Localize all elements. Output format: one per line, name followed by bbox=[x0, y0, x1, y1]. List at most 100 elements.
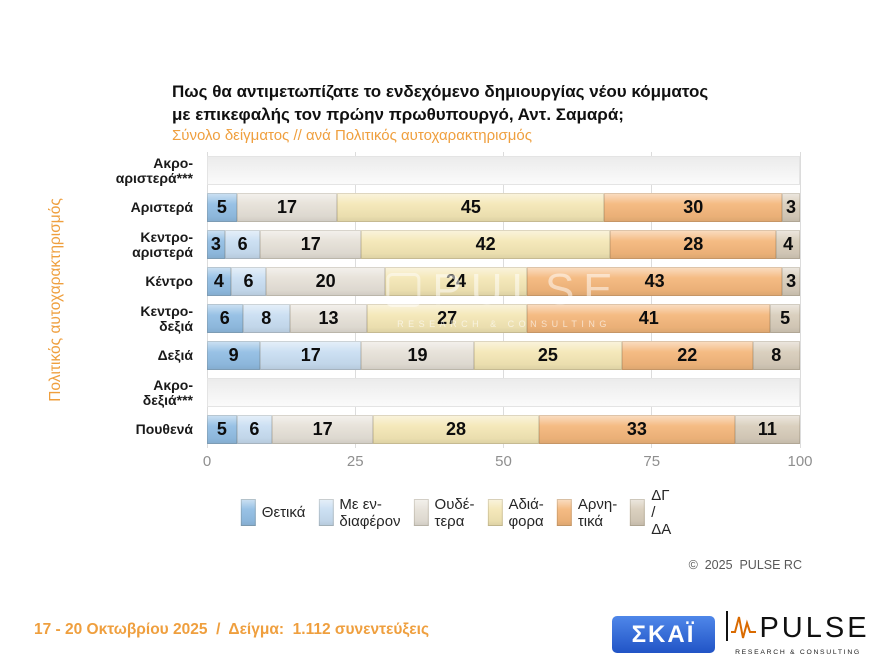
legend-swatch-negative bbox=[556, 499, 572, 526]
legend-item-neutral: Ουδέ- τερα bbox=[413, 495, 475, 530]
pulse-wordmark: PULSE bbox=[759, 612, 870, 644]
bar-segment-dk: 11 bbox=[734, 415, 800, 444]
chart-title: Πως θα αντιμετωπίζατε το ενδεχόμενο δημι… bbox=[172, 80, 812, 126]
legend-item-interested: Με εν- διαφέρον bbox=[318, 495, 401, 530]
bar-value-label: 9 bbox=[228, 345, 239, 365]
x-tick-label: 50 bbox=[495, 453, 512, 470]
legend-swatch-positive bbox=[240, 499, 256, 526]
bar-value-label: 17 bbox=[300, 345, 321, 365]
bar-segment-interested: 17 bbox=[260, 341, 362, 370]
bar-segment-negative: 22 bbox=[622, 341, 753, 370]
bar-segment-neutral: 17 bbox=[236, 193, 338, 222]
bar-segment-interested: 6 bbox=[224, 230, 261, 259]
bar-segment-neutral: 20 bbox=[266, 267, 385, 296]
gridline bbox=[799, 152, 801, 448]
bar-value-label: 43 bbox=[644, 271, 665, 291]
legend-item-dk: ΔΓ / ΔΑ bbox=[630, 487, 671, 538]
bar-segment-negative: 33 bbox=[539, 415, 735, 444]
legend-swatch-dk bbox=[630, 499, 646, 526]
bar-stack: 3 6 17 42 28 4 bbox=[207, 230, 800, 259]
bar-value-label: 3 bbox=[786, 271, 797, 291]
bar-value-label: 45 bbox=[460, 197, 481, 217]
bar-value-label: 6 bbox=[237, 234, 248, 254]
bar-value-label: 4 bbox=[213, 271, 224, 291]
bar-row: 5 6 17 28 33 11 bbox=[207, 411, 800, 448]
legend-label-interested: Με εν- διαφέρον bbox=[339, 495, 401, 530]
chart-title-line2: με επικεφαλής τον πρώην πρωθυπουργό, Αντ… bbox=[172, 105, 624, 124]
bar-value-label: 33 bbox=[626, 419, 647, 439]
bar-stack bbox=[207, 378, 800, 407]
bar-stack: 4 6 20 24 43 3 bbox=[207, 267, 800, 296]
bar-value-label: 8 bbox=[261, 308, 272, 328]
bar-segment-neutral: 17 bbox=[272, 415, 374, 444]
bar-value-label: 25 bbox=[537, 345, 558, 365]
x-tick-label: 100 bbox=[787, 453, 813, 470]
bar-stack bbox=[207, 156, 800, 185]
bar-value-label: 5 bbox=[216, 419, 227, 439]
gridline bbox=[651, 152, 653, 448]
bar-track bbox=[207, 378, 800, 407]
bar-track bbox=[207, 156, 800, 185]
bar-segment-neutral: 19 bbox=[361, 341, 474, 370]
category-label: Δεξιά bbox=[157, 347, 193, 363]
bar-segment-negative: 30 bbox=[604, 193, 783, 222]
bar-value-label: 6 bbox=[249, 419, 260, 439]
bar-value-label: 41 bbox=[638, 308, 659, 328]
x-axis: 0 25 50 75 100 bbox=[203, 453, 813, 471]
legend-swatch-neutral bbox=[413, 499, 429, 526]
chart-title-line1: Πως θα αντιμετωπίζατε το ενδεχόμενο δημι… bbox=[172, 82, 709, 101]
legend-label-dk: ΔΓ / ΔΑ bbox=[651, 487, 672, 538]
bar-segment-indifferent: 24 bbox=[384, 267, 528, 296]
bar-row bbox=[207, 374, 800, 411]
bar-value-label: 19 bbox=[407, 345, 428, 365]
legend: Θετικά Με εν- διαφέρον Ουδέ- τερα Αδιά- φορ… bbox=[240, 487, 671, 538]
bar-value-label: 11 bbox=[757, 419, 777, 439]
bar-segment-positive: 3 bbox=[207, 230, 225, 259]
bar-segment-negative: 28 bbox=[610, 230, 777, 259]
bar-segment-indifferent: 28 bbox=[373, 415, 540, 444]
bar-stack: 5 17 45 30 3 bbox=[207, 193, 800, 222]
legend-item-positive: Θετικά bbox=[240, 499, 305, 526]
bar-value-label: 3 bbox=[786, 197, 797, 217]
pulse-waveform-icon bbox=[726, 609, 757, 648]
category-label: Ακρο- δεξιά*** bbox=[142, 376, 193, 408]
bar-value-label: 17 bbox=[300, 234, 321, 254]
skai-logo-text: ΣΚΑΪ bbox=[631, 620, 696, 648]
bar-segment-indifferent: 25 bbox=[473, 341, 623, 370]
bar-segment-interested: 6 bbox=[230, 267, 267, 296]
bar-segment-interested: 6 bbox=[236, 415, 273, 444]
category-label: Κεντρο- αριστερά bbox=[132, 228, 193, 260]
bar-value-label: 5 bbox=[216, 197, 227, 217]
bar-value-label: 5 bbox=[780, 308, 791, 328]
bar-row: 6 8 13 27 41 5 bbox=[207, 300, 800, 337]
bar-value-label: 24 bbox=[446, 271, 467, 291]
gridline bbox=[503, 152, 504, 448]
fieldwork-note: 17 - 20 Οκτωβρίου 2025 / Δείγμα: 1.112 σ… bbox=[34, 621, 430, 638]
bar-stack: 9 17 19 25 22 8 bbox=[207, 341, 800, 370]
bar-value-label: 27 bbox=[437, 308, 458, 328]
bar-value-label: 3 bbox=[210, 234, 221, 254]
category-label: Κεντρο- δεξιά bbox=[140, 302, 193, 334]
legend-item-indifferent: Αδιά- φορα bbox=[487, 495, 544, 530]
bar-stack: 5 6 17 28 33 11 bbox=[207, 415, 800, 444]
bar-row: 3 6 17 42 28 4 bbox=[207, 226, 800, 263]
bar-segment-negative: 43 bbox=[527, 267, 783, 296]
bar-value-label: 22 bbox=[677, 345, 698, 365]
bar-segment-interested: 8 bbox=[242, 304, 291, 333]
bar-segment-dk: 3 bbox=[782, 193, 800, 222]
bar-segment-neutral: 17 bbox=[260, 230, 362, 259]
legend-label-indifferent: Αδιά- φορα bbox=[508, 495, 544, 530]
legend-swatch-indifferent bbox=[487, 499, 503, 526]
legend-label-neutral: Ουδέ- τερα bbox=[434, 495, 475, 530]
bar-segment-positive: 5 bbox=[207, 415, 237, 444]
bar-segment-indifferent: 42 bbox=[361, 230, 611, 259]
bar-segment-positive: 6 bbox=[207, 304, 243, 333]
gridline bbox=[206, 152, 208, 448]
bar-value-label: 20 bbox=[315, 271, 336, 291]
x-tick-label: 0 bbox=[202, 453, 212, 470]
bar-row: 5 17 45 30 3 bbox=[207, 189, 800, 226]
bar-segment-neutral: 13 bbox=[290, 304, 368, 333]
bar-value-label: 28 bbox=[446, 419, 467, 439]
gridline bbox=[354, 152, 356, 448]
